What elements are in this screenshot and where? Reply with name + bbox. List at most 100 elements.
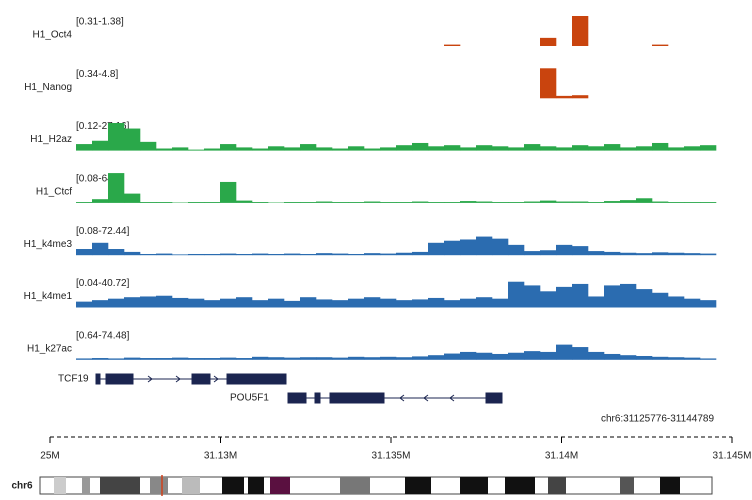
gene-name: TCF19 — [58, 374, 89, 385]
signal-bin — [236, 253, 253, 256]
signal-bin — [508, 147, 525, 151]
signal-bin — [524, 144, 541, 151]
signal-bin — [508, 202, 525, 203]
signal-bin — [428, 297, 445, 308]
signal-bin — [636, 355, 653, 360]
signal-bin — [380, 298, 397, 308]
band — [150, 477, 168, 494]
track-range: [0.31-1.38] — [76, 17, 124, 28]
signal-bin — [108, 173, 125, 203]
signal-bin — [124, 251, 141, 256]
band — [82, 477, 90, 494]
signal-bin — [588, 146, 605, 151]
signal-bin — [476, 145, 493, 151]
signal-bin — [444, 145, 461, 151]
signal-bin — [620, 283, 637, 308]
signal-bin — [620, 252, 637, 256]
signal-bin — [300, 202, 317, 203]
signal-bin — [700, 300, 717, 308]
band — [660, 477, 680, 494]
signal-bin — [188, 298, 205, 308]
track-range: [0.08-72.44] — [76, 226, 130, 237]
signal-bin — [524, 201, 541, 203]
signal-bin — [316, 147, 333, 151]
signal-bin — [92, 300, 109, 308]
signal-bin — [604, 285, 621, 308]
signal-bin — [220, 181, 237, 203]
signal-bin — [620, 200, 637, 203]
signal-bin — [364, 297, 381, 308]
signal-bin — [540, 200, 557, 203]
signal-bin — [588, 202, 605, 203]
signal-bin — [332, 253, 349, 256]
band — [222, 477, 244, 494]
signal-bin — [412, 142, 429, 151]
signal-bin — [684, 146, 701, 151]
signal-bin — [524, 251, 541, 256]
track-range: [0.08-64.4] — [76, 174, 124, 185]
signal-bin — [76, 202, 93, 203]
signal-bin — [172, 254, 189, 256]
signal-bin — [364, 201, 381, 203]
signal-bin — [684, 202, 701, 203]
signal-bin — [300, 297, 317, 308]
signal-bin — [460, 351, 477, 360]
signal-bin — [492, 146, 509, 151]
signal-bin — [668, 296, 685, 308]
gene-name: POU5F1 — [230, 393, 269, 404]
signal-bin — [316, 201, 333, 203]
signal-bin — [332, 148, 349, 151]
signal-bin — [364, 148, 381, 151]
track-range: [0.12-27.16] — [76, 121, 130, 132]
signal-bin — [140, 253, 157, 256]
track-range: [0.64-74.48] — [76, 330, 130, 341]
signal-bin — [348, 202, 365, 203]
signal-bin — [460, 239, 477, 256]
signal-bin — [268, 357, 285, 360]
signal-bin — [668, 147, 685, 151]
signal-bin — [236, 147, 253, 151]
signal-bin — [140, 358, 157, 360]
band — [100, 477, 140, 494]
signal-bin — [92, 199, 109, 203]
signal-bin — [508, 244, 525, 256]
band — [182, 477, 200, 494]
exon — [485, 392, 503, 404]
signal-bin — [188, 149, 205, 151]
signal-bin — [220, 144, 237, 151]
signal-bin — [252, 300, 269, 308]
signal-bin — [684, 253, 701, 256]
gene-track — [95, 373, 503, 404]
signal-bin — [636, 146, 653, 151]
signal-bin — [444, 240, 461, 256]
signal-bin — [268, 253, 285, 256]
signal-bin — [348, 146, 365, 151]
signal-bin — [492, 353, 509, 360]
signal-bin — [572, 283, 589, 308]
exon — [105, 373, 134, 385]
exon — [287, 392, 307, 404]
signal-bin — [476, 352, 493, 360]
signal-bin — [284, 253, 301, 256]
track-name: H1_Nanog — [24, 82, 72, 93]
signal-bin — [188, 202, 205, 203]
signal-bin — [284, 357, 301, 360]
signal-bin — [556, 147, 573, 151]
band — [620, 477, 634, 494]
signal-bin — [604, 201, 621, 203]
signal-bin — [124, 128, 141, 151]
track-range: [0.34-4.8] — [76, 69, 118, 80]
strand-arrow — [399, 394, 455, 402]
signal-bin — [172, 357, 189, 360]
signal-bin — [156, 148, 173, 151]
band — [270, 477, 290, 494]
signal-bin — [636, 289, 653, 308]
signal-bin — [492, 298, 509, 308]
signal-bin — [652, 356, 669, 360]
signal-bin — [428, 242, 445, 256]
signal-bin — [252, 148, 269, 151]
signal-bin — [396, 145, 413, 151]
signal-bin — [76, 144, 93, 151]
signal-bin — [556, 95, 573, 99]
band — [248, 477, 264, 494]
